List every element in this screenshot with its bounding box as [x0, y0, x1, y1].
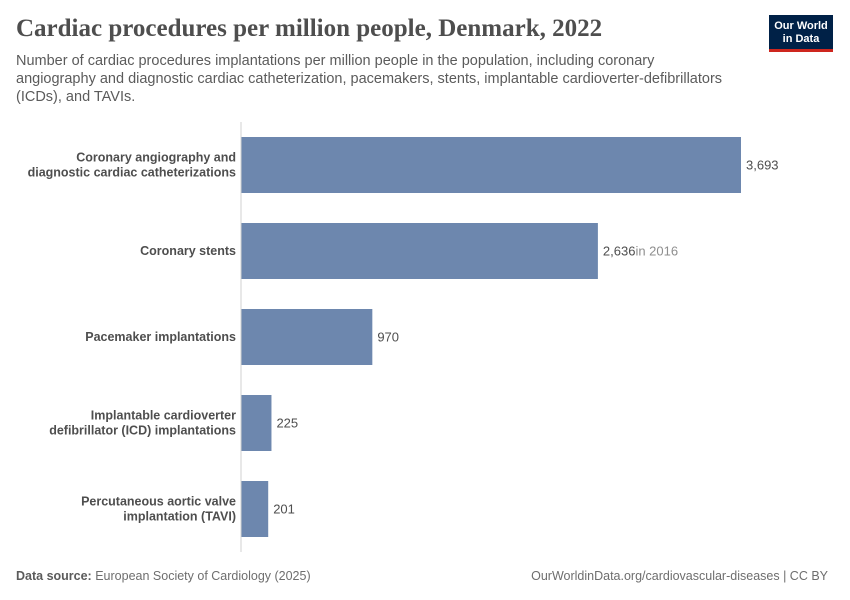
value-label: 3,693: [746, 158, 779, 173]
category-label: Implantable cardioverter defibrillator (I…: [49, 409, 236, 438]
category-label: Coronary stents: [140, 244, 236, 258]
bar[interactable]: [241, 481, 269, 537]
chart-subtitle: Number of cardiac procedures implantatio…: [16, 53, 723, 106]
value-label: 970: [377, 330, 399, 345]
chart-title: Cardiac procedures per million people, D…: [16, 15, 603, 42]
footer-source: Data source: European Society of Cardiol…: [16, 569, 311, 583]
logo-line-2: in Data: [782, 33, 820, 45]
source-label: Data source:: [16, 569, 92, 583]
footer-url[interactable]: OurWorldinData.org/cardiovascular-diseas…: [531, 569, 828, 583]
value-label: 2,636in 2016: [603, 244, 678, 259]
category-label: Pacemaker implantations: [85, 330, 236, 344]
logo-line-1: Our World: [774, 20, 828, 32]
value-label: 225: [276, 416, 298, 431]
bar-chart: Coronary angiography and diagnostic cardi…: [28, 122, 779, 552]
bar[interactable]: [241, 223, 598, 279]
owid-logo[interactable]: Our World in Data: [769, 15, 833, 52]
bar[interactable]: [241, 309, 373, 365]
category-label: Percutaneous aortic valve implantation (T…: [81, 495, 236, 524]
source-text[interactable]: European Society of Cardiology (2025): [95, 569, 311, 583]
category-label: Coronary angiography and diagnostic cardi…: [28, 151, 236, 180]
value-label: 201: [273, 502, 295, 517]
bar[interactable]: [241, 395, 272, 451]
bar[interactable]: [241, 137, 741, 193]
